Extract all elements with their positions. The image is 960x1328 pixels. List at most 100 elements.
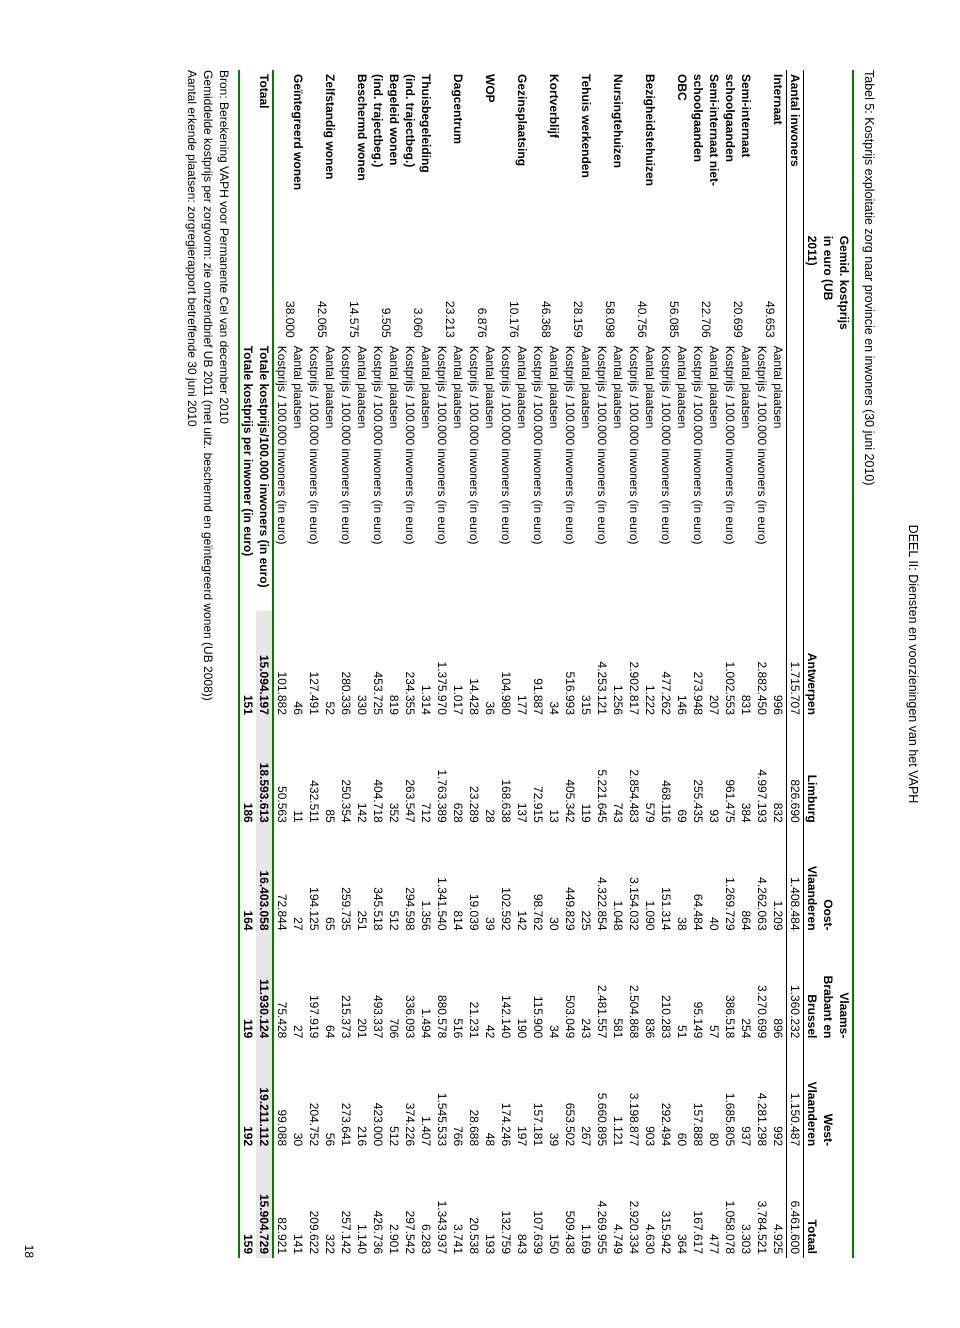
metric-label: Kostprijs / 100.000 inwoners (in euro) (690, 342, 706, 611)
cell: 832 (770, 719, 787, 827)
cell: 352 (386, 719, 402, 827)
cell: 1.140 (354, 1150, 370, 1258)
cell: 42 (482, 935, 498, 1043)
total-cell: 19.211.112 (256, 1042, 273, 1150)
metric-label: Kostprijs / 100.000 inwoners (in euro) (594, 342, 610, 611)
cell: 6.461.600 (787, 1150, 804, 1258)
cell: 3.198.877 (626, 1042, 642, 1150)
cell: 5.221.645 (594, 719, 610, 827)
cell: 20.538 (466, 1150, 482, 1258)
row-label: Semi-internaat (738, 70, 754, 232)
cell: 315 (578, 611, 594, 719)
total-label: Totaal (239, 70, 273, 232)
metric-label: Aantal plaatsen (578, 342, 594, 611)
avg-cost: 56.085 (658, 232, 690, 342)
avg-cost: 23.213 (434, 232, 466, 342)
avg-cost: 22.706 (690, 232, 722, 342)
cell: 60 (674, 1042, 690, 1150)
cell: 896 (770, 935, 787, 1043)
total-cell: 16.403.058 (256, 827, 273, 935)
row-label: Tehuis werkenden (578, 70, 594, 232)
cell: 2.901 (386, 1150, 402, 1258)
cell: 628 (450, 719, 466, 827)
cell: 14.428 (466, 611, 482, 719)
cell: 210.283 (658, 935, 674, 1043)
cell: 4.997.193 (754, 719, 770, 827)
cell: 39 (482, 827, 498, 935)
cell: 157.181 (530, 1042, 546, 1150)
cell: 254 (738, 935, 754, 1043)
cell: 2.504.868 (626, 935, 642, 1043)
cell: 961.475 (722, 719, 738, 827)
cell: 1.494 (418, 935, 434, 1043)
cell: 207 (706, 611, 722, 719)
cell: 4.269.955 (594, 1150, 610, 1258)
page-number: 18 (22, 1245, 36, 1258)
cell: 509.438 (562, 1150, 578, 1258)
cell: 273.948 (690, 611, 706, 719)
metric-label: Aantal plaatsen (482, 342, 498, 611)
metric-label: Kostprijs / 100.000 inwoners (in euro) (658, 342, 674, 611)
total-cell: 186 (239, 719, 256, 827)
avg-cost: 42.065 (306, 232, 338, 342)
metric-label: Kostprijs / 100.000 inwoners (in euro) (466, 342, 482, 611)
avg-cost: 38.000 (273, 232, 306, 342)
total-cell: 192 (239, 1042, 256, 1150)
metric-label: Aantal plaatsen (642, 342, 658, 611)
cell: 1.150.487 (787, 1042, 804, 1150)
cell: 4.281.298 (754, 1042, 770, 1150)
row-label (562, 70, 578, 232)
cell: 150 (546, 1150, 562, 1258)
metric-label: Aantal plaatsen (706, 342, 722, 611)
cell: 836 (642, 935, 658, 1043)
cell: 4.262.063 (754, 827, 770, 935)
cell: 167.617 (690, 1150, 706, 1258)
row-label (306, 70, 322, 232)
cell: 6.283 (418, 1150, 434, 1258)
cell: 267 (578, 1042, 594, 1150)
page-header: DEEL II: Diensten en voorzieningen van h… (906, 70, 920, 1258)
row-label: Internaat (770, 70, 787, 232)
cell: 386.518 (722, 935, 738, 1043)
cell: 251 (354, 827, 370, 935)
cell: 137 (514, 719, 530, 827)
cell: 432.511 (306, 719, 322, 827)
avg-cost: 9.505 (370, 232, 402, 342)
total-cell: 15.094.197 (256, 611, 273, 719)
source-line: Bron: Berekening VAPH voor Permanente Ce… (216, 70, 232, 1258)
cell: 177 (514, 611, 530, 719)
cell: 142.140 (498, 935, 514, 1043)
metric-label: Kostprijs / 100.000 inwoners (in euro) (626, 342, 642, 611)
row-label: Begeleid wonen (386, 70, 402, 232)
cell: 80 (706, 1042, 722, 1150)
cell: 4.322.854 (594, 827, 610, 935)
cell: 225 (578, 827, 594, 935)
metric-label: Aantal plaatsen (514, 342, 530, 611)
cell: 3.154.032 (626, 827, 642, 935)
total-metric: Totale kostprijs per inwoner (in euro) (239, 342, 256, 611)
cell: 3.784.521 (754, 1150, 770, 1258)
row-label: Beschermd wonen (354, 70, 370, 232)
row-label (658, 70, 674, 232)
row-label (498, 70, 514, 232)
cell: 23.289 (466, 719, 482, 827)
metric-label: Kostprijs / 100.000 inwoners (in euro) (530, 342, 546, 611)
cell: 503.049 (562, 935, 578, 1043)
cell: 193 (482, 1150, 498, 1258)
total-cell: 15.904.729 (256, 1150, 273, 1258)
cell: 322 (322, 1150, 338, 1258)
cell: 1.356 (418, 827, 434, 935)
cell: 297.542 (402, 1150, 418, 1258)
metric-label: Aantal plaatsen (322, 342, 338, 611)
cell: 477.262 (658, 611, 674, 719)
cell: 28 (482, 719, 498, 827)
cell: 1.763.389 (434, 719, 450, 827)
row-label: Aantal inwoners (787, 70, 804, 232)
cell: 141 (290, 1150, 306, 1258)
cell: 57 (706, 935, 722, 1043)
source-line: Aantal erkende plaatsen: zorgregierappor… (183, 70, 199, 1258)
cell: 190 (514, 935, 530, 1043)
cell: 30 (290, 1042, 306, 1150)
cell: 257.142 (338, 1150, 354, 1258)
cell: 364 (674, 1150, 690, 1258)
